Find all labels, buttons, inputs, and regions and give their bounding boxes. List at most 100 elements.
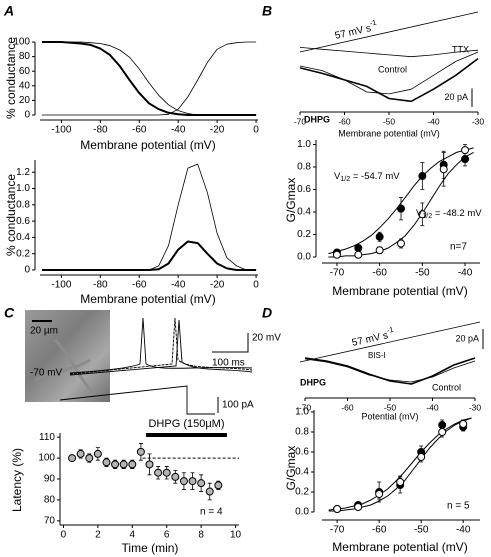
- data-point: [128, 460, 137, 469]
- current-ramp: [59, 385, 215, 415]
- y-tick-label: 100: [38, 453, 55, 464]
- x-axis-label: Membrane potential (mV): [332, 540, 467, 554]
- x-tick-label: -40: [171, 125, 186, 136]
- y-tick-label: 0.4: [16, 232, 30, 243]
- data-point: [76, 449, 85, 458]
- x-tick-label: -70: [330, 268, 345, 279]
- n-label: n=7: [450, 242, 467, 253]
- x-tick-label: -30: [472, 116, 485, 126]
- x-tick-label: -50: [414, 525, 429, 536]
- y-tick-label: 0.6: [16, 216, 30, 227]
- voltage-scale-label: 20 mV: [252, 333, 281, 344]
- annotation-part: 1/2: [422, 212, 432, 220]
- voltage-trace: [69, 319, 253, 376]
- x-tick-label: -30: [469, 402, 482, 412]
- y-tick-label: 1.0: [16, 183, 30, 194]
- trace-label: DHPG: [304, 114, 330, 124]
- trace-label: Control: [378, 64, 407, 74]
- x-tick-label: -20: [210, 280, 225, 291]
- x-tick-label: -40: [171, 280, 186, 291]
- x-tick-label: -80: [93, 280, 108, 291]
- y-tick-label: 0.0: [295, 507, 309, 518]
- scale-bar-label: 20 pA: [444, 92, 468, 102]
- x-axis-label: Potential (mV): [361, 411, 418, 421]
- x-tick-label: -70: [330, 525, 345, 536]
- treatment-label: DHPG (150μM): [148, 418, 224, 430]
- data-point: [197, 479, 206, 488]
- y-tick-label: 70: [44, 515, 56, 526]
- data-point: [188, 477, 197, 486]
- annotation: V1/2 = -54.7 mV: [334, 171, 400, 183]
- x-tick-label: 0: [253, 125, 259, 136]
- y-tick-label: 0.8: [297, 162, 311, 173]
- rate-label-part: -1: [386, 325, 394, 335]
- x-tick-label: 0: [253, 280, 259, 291]
- annotation-part: = -48.2 mV: [432, 208, 482, 219]
- x-tick-label: -50: [383, 116, 396, 126]
- data-point: [332, 250, 341, 259]
- trace-label: TTX: [452, 44, 469, 54]
- x-tick-label: -60: [338, 116, 351, 126]
- y-axis-label: G/Gmax: [284, 178, 298, 223]
- y-tick-label: 60: [19, 66, 31, 77]
- annotation-part: 1/2: [340, 175, 350, 183]
- data-point: [214, 481, 223, 490]
- y-tick-label: 0.6: [297, 184, 311, 195]
- x-axis-label: Membrane potential (mV): [338, 128, 440, 138]
- x-tick-label: -60: [132, 125, 147, 136]
- x-tick-label: -60: [132, 280, 147, 291]
- n-label: n = 4: [200, 507, 223, 518]
- data-point: [119, 460, 128, 469]
- x-tick-label: 2: [95, 530, 101, 541]
- time-scale-label: 100 ms: [212, 358, 245, 369]
- data-point: [418, 210, 427, 219]
- x-axis-label: Membrane potential (mV): [80, 138, 215, 152]
- x-axis-label: Time (min): [122, 541, 179, 555]
- y-tick-label: 0.2: [16, 248, 30, 259]
- series-line: [299, 51, 479, 95]
- y-tick-label: 40: [19, 80, 31, 91]
- y-tick-label: 0.2: [297, 229, 311, 240]
- series-line: [299, 47, 479, 58]
- y-tick-label: 80: [44, 495, 56, 506]
- series-line: [41, 240, 257, 271]
- annotation-part: = -54.7 mV: [350, 171, 400, 182]
- holding-label: -70 mV: [30, 368, 63, 379]
- data-point: [333, 505, 342, 513]
- annotation-part: V: [416, 208, 423, 219]
- x-tick-label: -40: [456, 525, 471, 536]
- y-tick-label: 0.2: [295, 487, 309, 498]
- y-tick-label: 100: [13, 37, 30, 48]
- data-point: [171, 472, 180, 481]
- x-axis-label: Membrane potential (mV): [80, 292, 215, 306]
- y-axis-label: % conductance: [4, 174, 18, 256]
- y-tick-label: 0.0: [297, 252, 311, 263]
- y-tick-label: 0: [24, 110, 30, 121]
- y-tick-label: 1.0: [295, 407, 309, 418]
- series-line: [41, 41, 257, 116]
- trace-label: Control: [432, 382, 461, 392]
- x-tick-label: -100: [51, 280, 71, 291]
- y-tick-label: 0.4: [295, 467, 309, 478]
- panel-label: D: [262, 305, 272, 321]
- y-axis-label: % conductance: [4, 37, 18, 119]
- data-point: [162, 468, 171, 477]
- data-point: [461, 146, 470, 155]
- x-tick-label: -40: [458, 268, 473, 279]
- annotation-part: V: [334, 171, 341, 182]
- x-tick-label: 6: [164, 530, 170, 541]
- data-point: [439, 165, 448, 174]
- voltage-trace: [69, 317, 253, 375]
- x-tick-label: -40: [426, 402, 439, 412]
- panel-label: A: [3, 3, 14, 19]
- rate-label: 57 mV s-1: [350, 325, 396, 349]
- image-scale-label: 20 µm: [30, 326, 58, 337]
- rate-label-part: -1: [369, 18, 377, 28]
- data-point: [375, 490, 384, 498]
- data-point: [354, 244, 363, 252]
- micrograph-texture: [34, 338, 97, 397]
- x-tick-label: -50: [384, 402, 397, 412]
- series-line: [304, 358, 476, 383]
- data-point: [375, 232, 384, 241]
